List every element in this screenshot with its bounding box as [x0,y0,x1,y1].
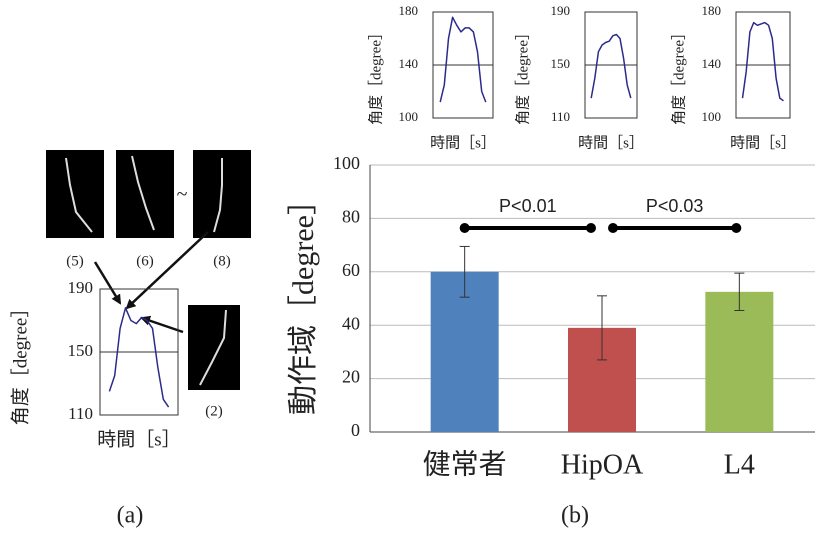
line-series [439,16,487,103]
range-mark: ~ [177,184,188,206]
x-tick-label: HipOA [561,449,644,480]
arrows [93,231,209,334]
image-label: (6) [136,253,154,269]
y-axis-label: 角度［degree］ [670,25,687,125]
y-tick-label: 110 [68,404,93,423]
error-bar [597,295,607,361]
y-tick-label: 100 [399,109,419,124]
y-tick-label: 180 [399,3,419,18]
y-tick-label: 100 [333,153,360,173]
y-tick-label: 140 [702,56,722,71]
bracket-end [459,223,470,233]
significance-label: P<0.03 [646,196,704,216]
image-label: (2) [205,403,223,419]
significance-label: P<0.01 [499,196,557,216]
y-tick-label: 0 [351,420,360,440]
line-series [590,33,632,99]
y-tick-label: 100 [702,109,722,124]
image-label: (5) [66,253,84,269]
line-series [108,307,170,408]
x-axis-label: 時間［s］ [578,134,644,151]
error-bar [734,272,745,312]
y-tick-label: 40 [342,313,360,333]
x-axis-label: 時間［s］ [730,134,796,151]
y-axis-label: 動作域［degree］ [287,185,320,415]
image-label: (8) [213,253,231,269]
panel-label: (b) [561,503,589,529]
panel-label: (a) [117,503,144,529]
x-tick-label: 健常者 [423,448,507,480]
y-tick-label: 110 [551,109,570,124]
bar [705,291,774,432]
y-tick-label: 150 [68,341,94,360]
bracket-end [586,223,596,233]
y-tick-label: 140 [399,56,419,71]
skeleton-images [46,150,251,390]
y-tick-label: 80 [342,207,360,227]
y-tick-label: 60 [342,260,360,280]
y-axis-label: 角度［degree］ [9,299,31,426]
line-series [741,21,784,102]
bracket-end [731,223,742,233]
bar [430,271,499,432]
x-axis-label: 時間［s］ [97,428,180,450]
x-axis-label: 時間［s］ [430,134,496,151]
y-axis-label: 角度［degree］ [514,25,531,125]
y-tick-label: 20 [342,367,360,387]
error-bar [459,245,470,298]
y-tick-label: 150 [551,56,571,71]
y-tick-label: 190 [551,3,571,18]
x-tick-label: L4 [724,449,755,480]
bracket-end [608,223,618,233]
y-tick-label: 180 [702,3,722,18]
y-tick-label: 190 [68,278,94,297]
y-axis-label: 角度［degree］ [367,25,384,125]
